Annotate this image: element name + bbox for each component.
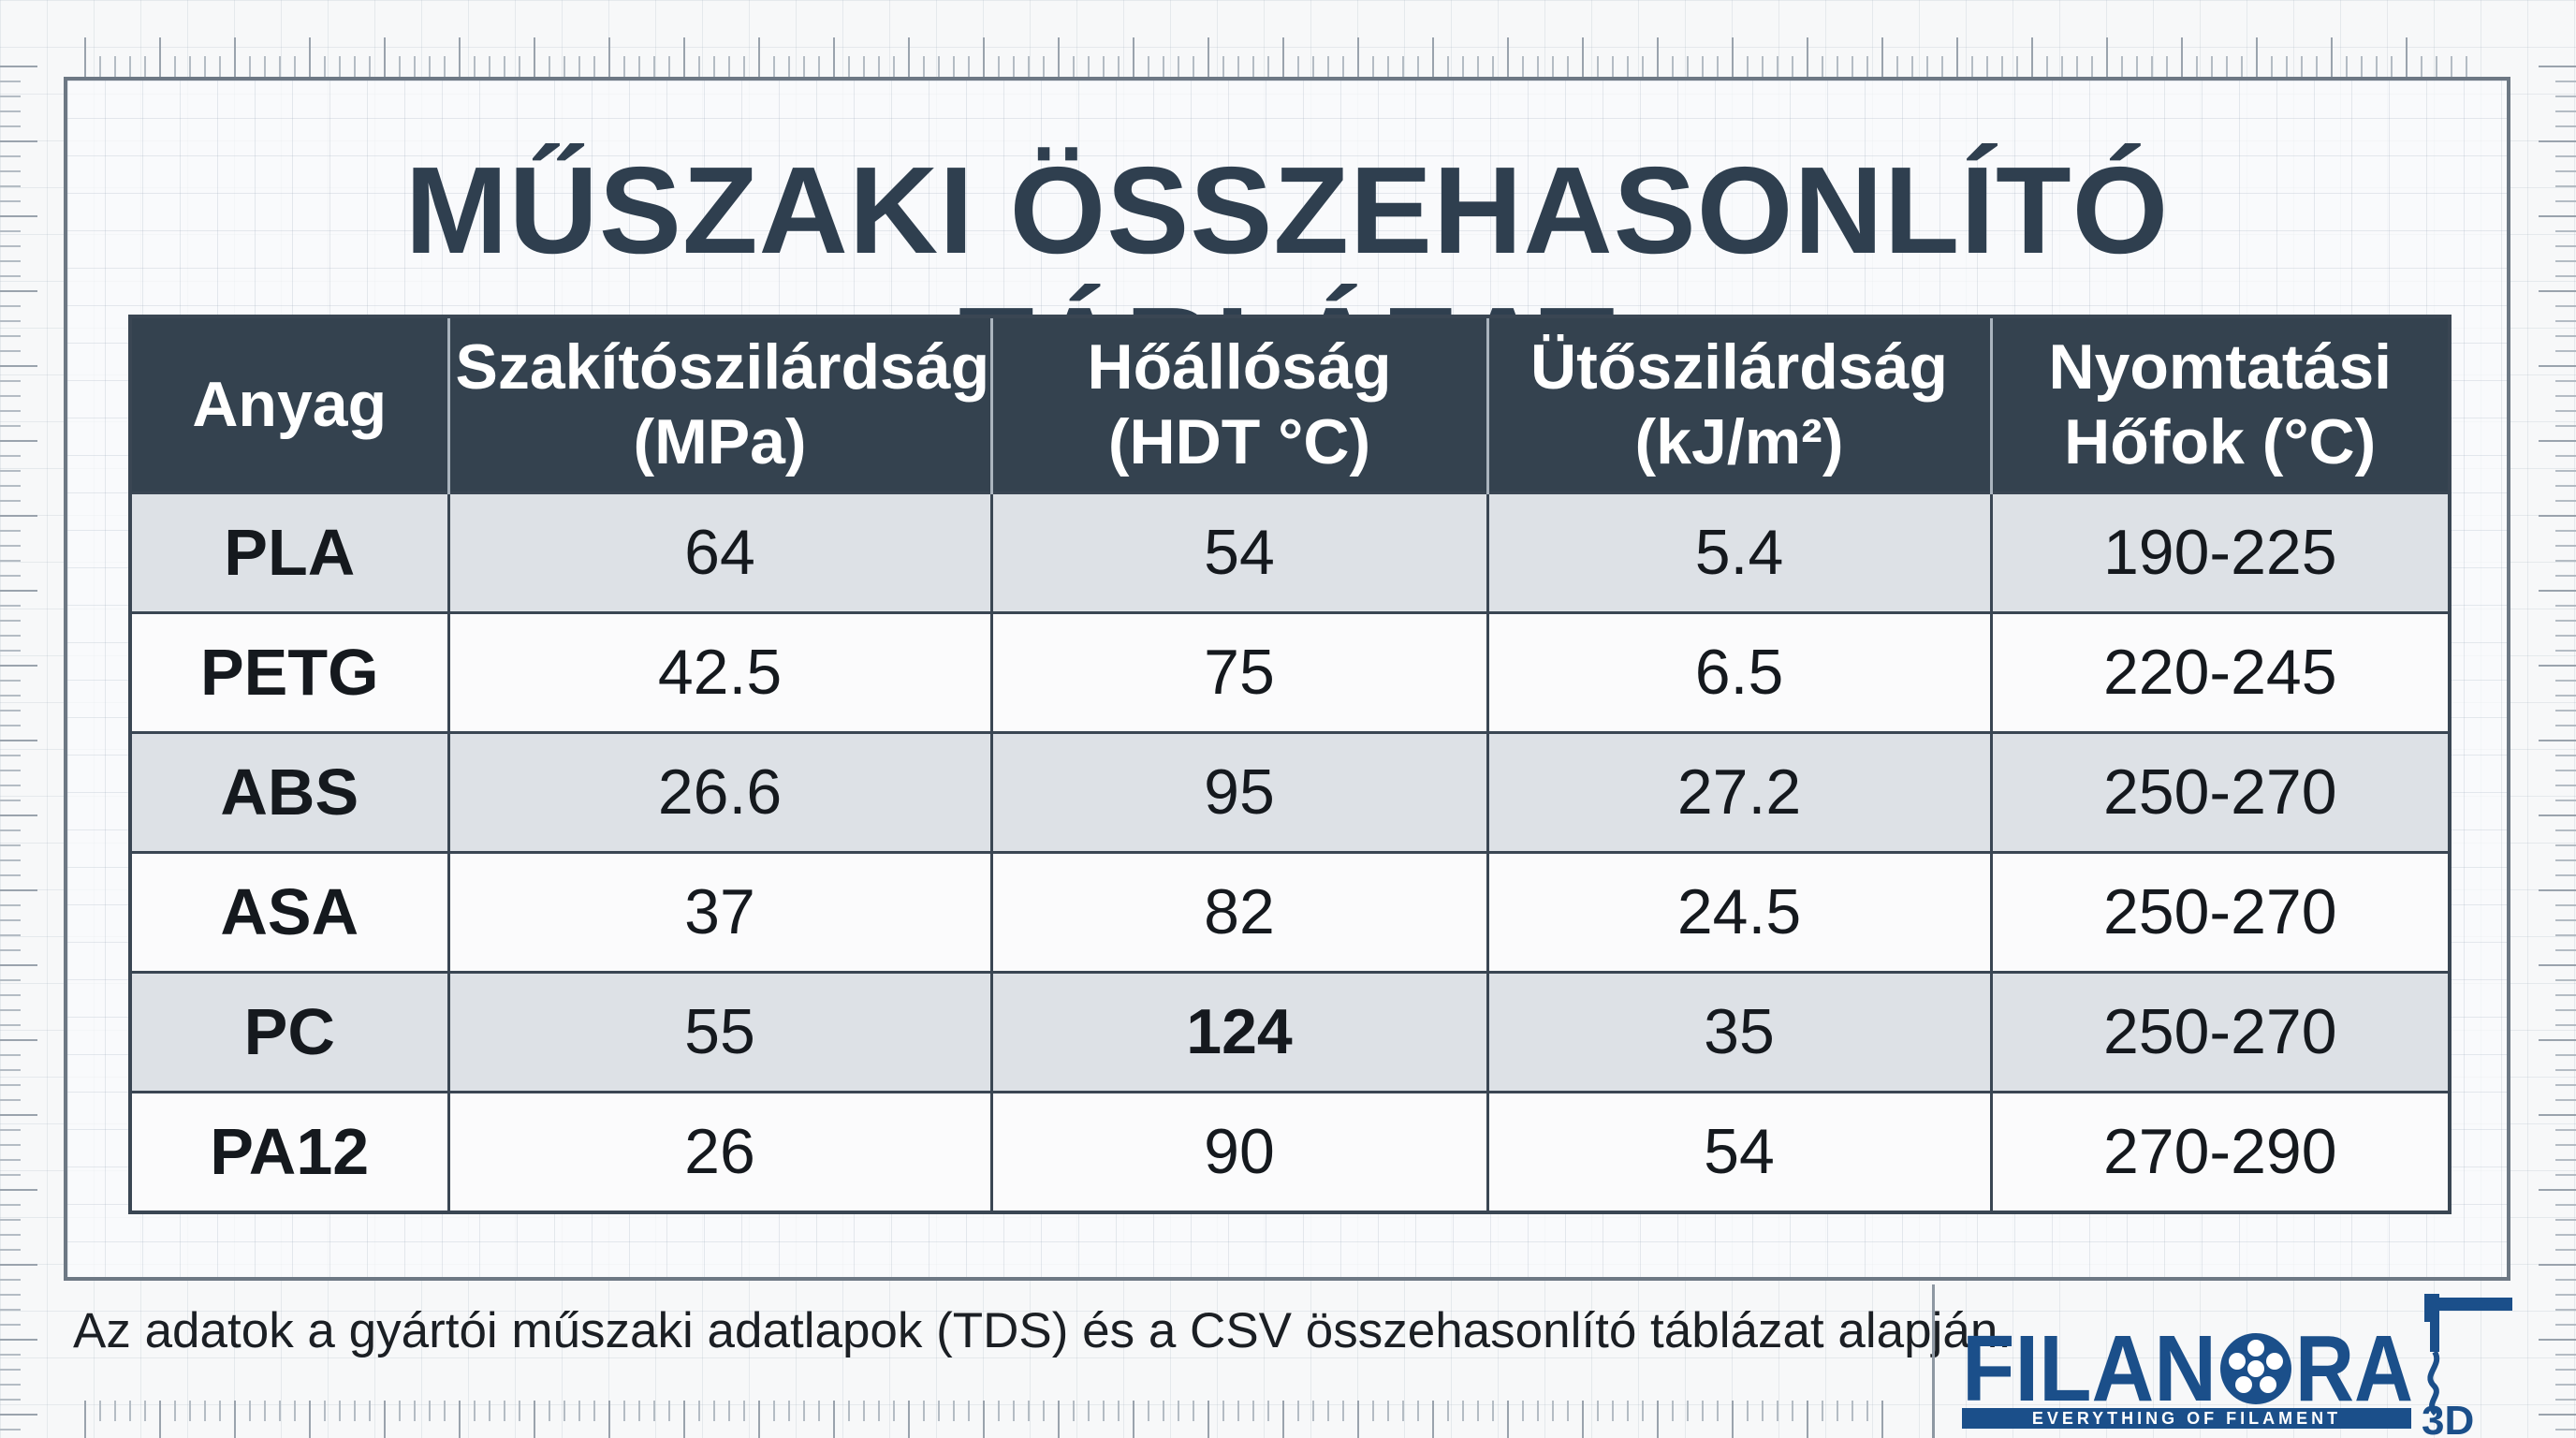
impact-cell: 24.5 xyxy=(1486,850,1993,974)
left-ruler xyxy=(0,66,37,1438)
material-cell: PC xyxy=(128,970,450,1093)
tensile-cell: 26.6 xyxy=(446,730,993,854)
table-row: ABS 26.6 95 27.2 250-270 xyxy=(128,730,2452,854)
table-header-row: Anyag Szakítószilárdság (MPa) Hőállóság … xyxy=(130,316,2450,492)
logo-tagline: EVERYTHING OF FILAMENT xyxy=(2032,1409,2341,1428)
top-ruler xyxy=(84,37,2481,79)
hdt-cell: 95 xyxy=(989,730,1489,854)
material-cell: PETG xyxy=(128,610,450,734)
impact-cell: 5.4 xyxy=(1486,491,1993,614)
print-temp-cell: 190-225 xyxy=(1989,491,2452,614)
header-impact-strength: Ütőszilárdság (kJ/m²) xyxy=(1487,316,1993,492)
header-print-temperature: Nyomtatási Hőfok (°C) xyxy=(1991,316,2450,492)
material-cell: ABS xyxy=(128,730,450,854)
header-tensile-strength: Szakítószilárdság (MPa) xyxy=(448,316,993,492)
impact-cell: 27.2 xyxy=(1486,730,1993,854)
impact-cell: 54 xyxy=(1486,1090,1993,1213)
tensile-cell: 55 xyxy=(446,970,993,1093)
logo-brand-left: FILAN xyxy=(1962,1316,2217,1421)
print-temp-cell: 270-290 xyxy=(1989,1090,2452,1213)
table-row: PA12 26 90 54 270-290 xyxy=(128,1090,2452,1213)
comparison-table: Anyag Szakítószilárdság (MPa) Hőállóság … xyxy=(128,315,2452,1214)
table-row: PLA 64 54 5.4 190-225 xyxy=(128,491,2452,614)
hdt-cell: 75 xyxy=(989,610,1489,734)
table-row: PETG 42.5 75 6.5 220-245 xyxy=(128,610,2452,734)
table-row: PC 55 124 35 250-270 xyxy=(128,970,2452,1093)
print-temp-cell: 250-270 xyxy=(1989,970,2452,1093)
hdt-cell-highlighted: 124 xyxy=(989,970,1489,1093)
tensile-cell: 64 xyxy=(446,491,993,614)
hdt-cell: 54 xyxy=(989,491,1489,614)
hdt-cell: 90 xyxy=(989,1090,1489,1213)
tensile-cell: 42.5 xyxy=(446,610,993,734)
impact-cell: 6.5 xyxy=(1486,610,1993,734)
header-material: Anyag xyxy=(130,316,450,492)
print-temp-cell: 250-270 xyxy=(1989,850,2452,974)
film-reel-icon xyxy=(2220,1333,2291,1404)
print-temp-cell: 220-245 xyxy=(1989,610,2452,734)
tensile-cell: 37 xyxy=(446,850,993,974)
bottom-ruler xyxy=(84,1401,1891,1438)
material-cell: ASA xyxy=(128,850,450,974)
filanora-logo: FILAN RA EVERYTHING OF FILAMENT 3D xyxy=(1962,1294,2512,1438)
logo-brand-right: RA xyxy=(2295,1316,2413,1421)
tensile-cell: 26 xyxy=(446,1090,993,1213)
impact-cell: 35 xyxy=(1486,970,1993,1093)
source-footnote: Az adatok a gyártói műszaki adatlapok (T… xyxy=(73,1303,2012,1358)
logo-3d-suffix: 3D xyxy=(2422,1398,2474,1438)
right-ruler xyxy=(2539,66,2576,1438)
hdt-cell: 82 xyxy=(989,850,1489,974)
print-temp-cell: 250-270 xyxy=(1989,730,2452,854)
nozzle-icon xyxy=(2424,1294,2512,1416)
header-heat-resistance: Hőállóság (HDT °C) xyxy=(991,316,1489,492)
material-cell: PA12 xyxy=(128,1090,450,1213)
table-row: ASA 37 82 24.5 250-270 xyxy=(128,850,2452,974)
material-cell: PLA xyxy=(128,491,450,614)
footer-divider xyxy=(1932,1284,1935,1438)
